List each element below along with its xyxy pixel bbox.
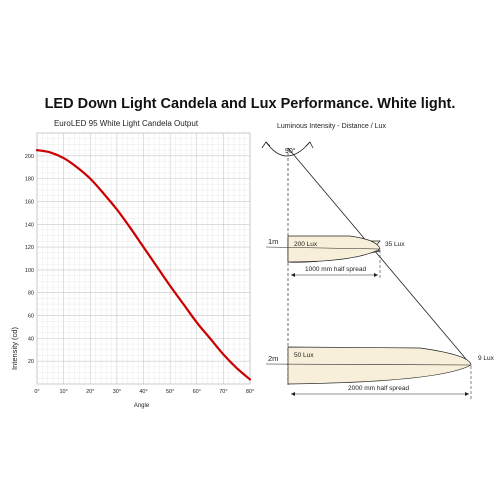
page-title: LED Down Light Candela and Lux Performan… [44,96,456,112]
x-axis-label: Angle [134,403,150,409]
distance-2m: 2m [268,354,278,363]
beam-edge-line [287,147,472,366]
y-tick-label: 60 [28,314,34,320]
y-tick-label: 200 [25,154,34,160]
x-axis-ticks: 0° 10° 20° 30° 40° 50° 60° 70° 80° [34,389,254,395]
y-tick-label: 180 [25,177,34,183]
y-tick-label: 40 [28,336,34,342]
center-lux-2m: 50 Lux [294,352,314,359]
y-axis-label: Intensity (cd) [10,327,19,370]
edge-lux-2m: 9 Lux [478,355,495,362]
x-tick-label: 20° [86,389,94,395]
x-tick-label: 0° [34,389,39,395]
y-tick-label: 120 [25,245,34,251]
y-tick-label: 160 [25,199,34,205]
y-axis-ticks: 20 40 60 80 100 120 140 160 180 200 [25,154,34,365]
spread-2m: 2000 mm half spread [348,385,409,392]
center-lux-1m: 200 Lux [294,241,318,248]
chart-title: EuroLED 95 White Light Candela Output [54,119,199,128]
distance-1m: 1m [268,237,278,246]
y-tick-label: 20 [28,359,34,365]
x-tick-label: 80° [246,389,254,395]
x-tick-label: 50° [166,389,174,395]
arc-arrow-left [261,141,271,149]
spread-1m: 1000 mm half spread [305,266,366,273]
x-tick-label: 60° [193,389,201,395]
x-tick-label: 10° [59,389,67,395]
y-tick-label: 100 [25,268,34,274]
diagram-title: Luminous Intensity - Distance / Lux [277,123,386,130]
plot-frame [36,132,251,385]
x-tick-label: 30° [113,389,121,395]
y-tick-label: 140 [25,222,34,228]
series-line-0 [35,149,252,381]
arc-arrow-right [305,141,314,149]
level-line-2m [265,363,472,366]
beam-2m [287,346,472,385]
y-tick-label: 80 [28,291,34,297]
x-tick-label: 40° [139,389,147,395]
x-tick-label: 70° [219,389,227,395]
level-line-1m [265,246,381,250]
source-arc [265,141,311,157]
series-layer [35,149,252,381]
edge-lux-1m: 35 Lux [385,241,405,248]
